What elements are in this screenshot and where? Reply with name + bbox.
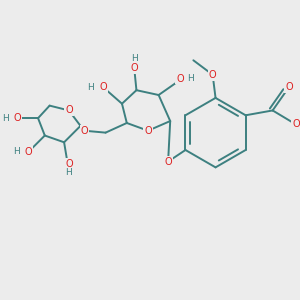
Text: O: O xyxy=(80,126,88,136)
Text: O: O xyxy=(65,105,73,116)
Text: O: O xyxy=(80,126,88,136)
Text: O: O xyxy=(176,74,184,84)
Text: O: O xyxy=(25,147,32,157)
Text: O: O xyxy=(164,157,172,166)
Text: O: O xyxy=(131,63,138,73)
Text: H: H xyxy=(13,147,20,156)
Text: H: H xyxy=(87,83,94,92)
Text: O: O xyxy=(14,113,22,123)
Text: O: O xyxy=(100,82,107,92)
Text: O: O xyxy=(144,126,152,136)
Text: H: H xyxy=(2,114,9,123)
Text: O: O xyxy=(209,70,217,80)
Text: H: H xyxy=(188,74,194,83)
Text: O: O xyxy=(164,157,172,166)
Text: H: H xyxy=(65,168,72,177)
Text: O: O xyxy=(293,119,300,129)
Text: O: O xyxy=(65,158,73,169)
Text: H: H xyxy=(131,54,138,63)
Text: O: O xyxy=(285,82,293,92)
